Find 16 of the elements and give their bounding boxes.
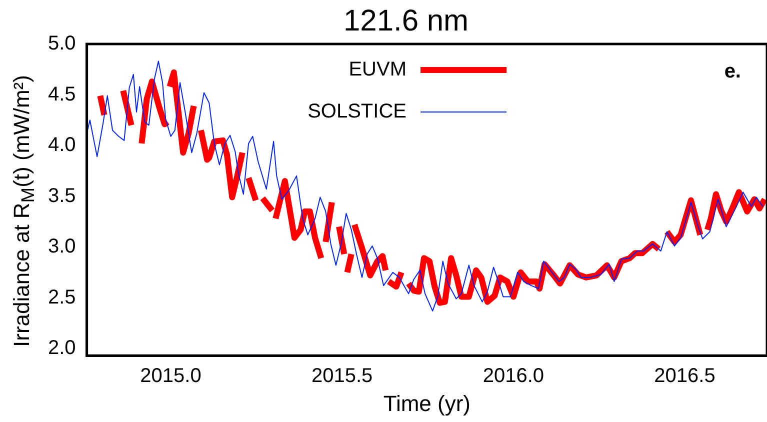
y-tick-label: 3.5 [48,184,76,207]
y-tick-label: 4.0 [48,134,76,156]
x-tick-label: 2016.0 [482,365,544,388]
x-tick-label: 2016.5 [654,365,716,388]
y-tick-label: 2.5 [48,286,76,308]
y-tick-label: 4.5 [48,83,76,106]
x-tick-label: 2015.0 [140,365,202,388]
x-tick-label: 2015.5 [312,365,373,388]
y-tick-label: 2.0 [48,337,76,360]
chart-title: 121.6 nm [343,4,469,38]
annotation: e. [724,60,741,83]
y-tick-label: 5.0 [48,32,76,55]
legend-label: EUVM [348,58,406,81]
y-tick-label: 3.0 [48,236,76,258]
x-axis-title: Time (yr) [383,390,470,416]
legend-label: SOLSTICE [308,100,406,123]
